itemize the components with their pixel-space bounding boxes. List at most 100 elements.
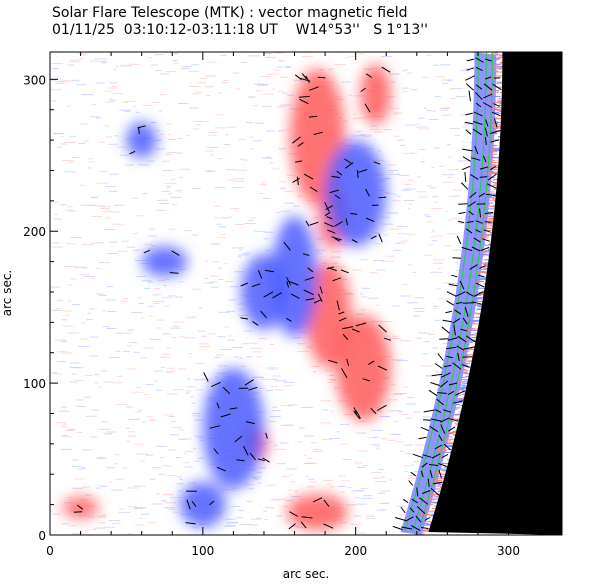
- limb-streak: [486, 156, 495, 158]
- noise-streak: [50, 286, 61, 288]
- noise-streak: [220, 54, 227, 56]
- noise-streak: [263, 238, 269, 240]
- noise-streak: [237, 303, 247, 305]
- field-vector: [479, 265, 486, 269]
- noise-streak: [215, 114, 224, 116]
- x-tick-label: 100: [191, 544, 214, 558]
- noise-streak: [447, 80, 451, 82]
- noise-streak: [56, 361, 66, 362]
- noise-streak: [391, 335, 399, 337]
- field-vector: [410, 471, 416, 477]
- limb-streak: [471, 294, 479, 296]
- limb-streak: [468, 347, 473, 349]
- noise-streak: [334, 266, 347, 268]
- noise-streak: [259, 387, 265, 389]
- noise-streak: [227, 339, 235, 341]
- noise-streak: [155, 389, 163, 391]
- noise-streak: [464, 123, 476, 125]
- noise-streak: [136, 386, 141, 388]
- field-vector: [456, 345, 465, 351]
- field-vector: [456, 301, 463, 305]
- limb-streak: [468, 348, 476, 350]
- noise-streak: [400, 340, 411, 342]
- noise-streak: [81, 244, 93, 246]
- field-vector: [394, 517, 406, 521]
- noise-streak: [340, 443, 348, 445]
- noise-streak: [239, 249, 243, 251]
- field-vector: [292, 177, 300, 183]
- limb-streak: [495, 67, 506, 69]
- field-vector: [490, 139, 500, 143]
- noise-streak: [106, 467, 115, 469]
- field-vector: [451, 274, 458, 278]
- limb-streak: [485, 234, 494, 236]
- limb-streak: [492, 133, 498, 135]
- limb-streak: [494, 122, 503, 123]
- noise-streak: [433, 201, 439, 203]
- noise-streak: [108, 87, 118, 89]
- field-vector: [313, 131, 323, 135]
- limb-streak: [454, 408, 458, 410]
- noise-streak: [138, 303, 145, 304]
- noise-streak: [282, 506, 288, 508]
- noise-streak: [448, 195, 457, 197]
- noise-streak: [111, 93, 123, 95]
- noise-streak: [98, 386, 102, 388]
- limb-band: [400, 52, 497, 535]
- field-vector: [305, 297, 315, 301]
- noise-streak: [64, 142, 76, 143]
- limb-streak: [494, 127, 499, 129]
- noise-streak: [82, 267, 88, 269]
- noise-streak: [214, 217, 223, 219]
- limb-streak: [486, 159, 490, 161]
- field-vector: [332, 277, 342, 282]
- noise-streak: [385, 255, 395, 257]
- noise-streak: [310, 481, 317, 483]
- noise-streak: [105, 136, 112, 138]
- noise-streak: [166, 393, 179, 395]
- noise-streak: [327, 382, 333, 383]
- noise-streak: [464, 68, 469, 70]
- noise-streak: [284, 202, 295, 204]
- limb-streak: [489, 128, 498, 129]
- noise-streak: [102, 326, 110, 328]
- noise-streak: [80, 94, 93, 96]
- noise-streak: [199, 439, 204, 441]
- noise-streak: [328, 486, 335, 488]
- limb-streak: [476, 308, 484, 310]
- field-vector: [446, 346, 457, 350]
- limb-streak: [431, 494, 437, 496]
- noise-streak: [151, 467, 161, 469]
- noise-streak: [115, 66, 120, 68]
- noise-streak: [448, 169, 460, 171]
- noise-streak: [387, 439, 396, 441]
- noise-streak: [259, 184, 267, 186]
- noise-streak: [273, 444, 277, 446]
- limb-streak: [477, 243, 486, 245]
- limb-streak: [490, 145, 497, 147]
- limb-streak: [442, 452, 452, 454]
- limb-streak: [444, 446, 454, 447]
- field-vector: [234, 435, 243, 443]
- noise-streak: [220, 234, 226, 235]
- limb-streak: [487, 173, 493, 175]
- noise-streak: [123, 351, 130, 352]
- noise-streak: [134, 485, 146, 487]
- noise-streak: [270, 369, 275, 371]
- noise-streak: [396, 242, 407, 244]
- field-vector: [368, 360, 375, 365]
- noise-streak: [352, 269, 362, 271]
- noise-streak: [120, 300, 129, 302]
- noise-streak: [60, 426, 68, 428]
- noise-streak: [343, 414, 354, 416]
- noise-streak: [166, 152, 177, 154]
- field-vector: [381, 66, 391, 73]
- noise-streak: [236, 88, 240, 90]
- y-tick-label: 0: [38, 529, 46, 543]
- noise-streak: [82, 54, 86, 56]
- limb-streak: [468, 322, 476, 324]
- noise-streak: [341, 480, 350, 482]
- noise-streak: [173, 53, 178, 54]
- limb-streak: [425, 520, 432, 522]
- noise-streak: [369, 129, 380, 130]
